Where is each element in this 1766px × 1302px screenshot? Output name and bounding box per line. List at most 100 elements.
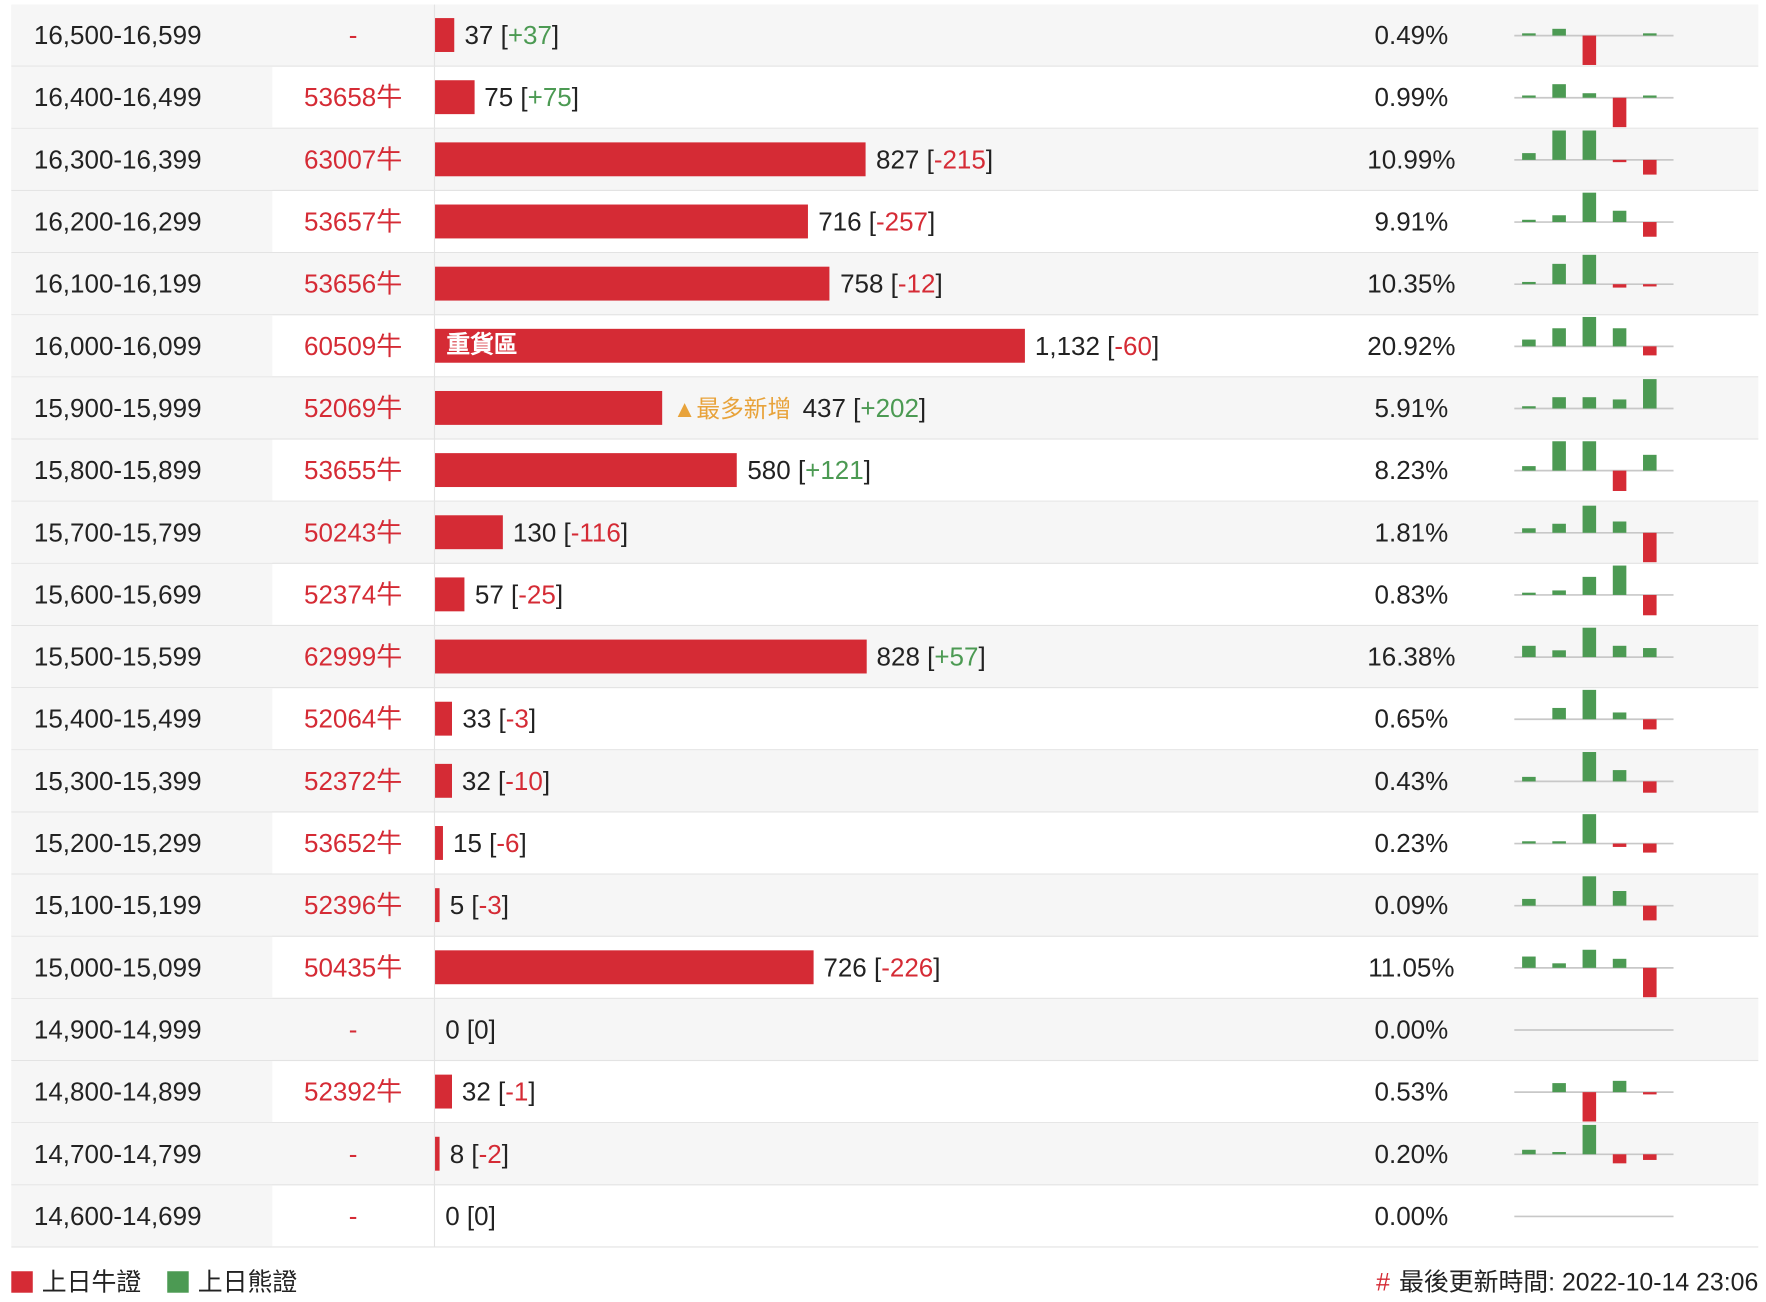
row: 15,000-15,099 50435牛 726 -226 11.05% <box>11 936 1759 999</box>
share: 20.92% <box>1367 331 1456 361</box>
open-interest: 15 <box>453 828 482 858</box>
trend-bar <box>1522 645 1536 658</box>
bar <box>435 204 809 239</box>
trend-bar <box>1643 95 1657 98</box>
bar <box>435 763 452 798</box>
change: -6 <box>489 828 527 857</box>
open-interest: 1,132 <box>1034 331 1100 361</box>
separator <box>433 563 436 627</box>
value-label: 580 +121 <box>747 440 871 501</box>
open-interest: 580 <box>747 455 791 485</box>
bar <box>435 577 465 612</box>
separator <box>433 66 436 129</box>
change: -2 <box>471 1139 509 1168</box>
trend-bar <box>1582 192 1597 223</box>
trend-bar <box>1643 159 1657 175</box>
change: +37 <box>501 20 560 49</box>
share: 0.20% <box>1374 1139 1449 1169</box>
legend-item: 上日牛證 <box>11 1263 141 1301</box>
range: 15,100-15,199 <box>11 874 273 936</box>
change: -226 <box>874 953 940 982</box>
value-label: 1,132 -60 <box>1035 315 1159 376</box>
sparkline <box>1514 1029 1674 1031</box>
trend-bar <box>1612 565 1627 595</box>
trend-bar <box>1552 841 1566 844</box>
trend-bar <box>1522 528 1536 533</box>
trend-bar <box>1612 843 1627 847</box>
trend-bar <box>1643 1092 1657 1095</box>
row: 15,300-15,399 52372牛 32 -10 0.43% <box>11 750 1759 813</box>
value-label: 758 -12 <box>840 253 943 314</box>
trend-bar <box>1582 949 1597 968</box>
range: 16,000-16,099 <box>11 315 273 377</box>
trend-bar <box>1552 707 1566 720</box>
trend-bar <box>1522 1149 1536 1155</box>
separator <box>433 936 436 999</box>
share: 0.65% <box>1374 703 1449 734</box>
bar <box>435 1074 452 1109</box>
share: 0.00% <box>1374 1014 1449 1045</box>
sparkline <box>1514 192 1674 237</box>
bar <box>435 142 866 177</box>
range: 14,800-14,899 <box>11 1061 273 1123</box>
sparkline <box>1514 949 1674 998</box>
separator <box>433 812 436 875</box>
row: 15,600-15,699 52374牛 57 -25 0.83% <box>11 563 1759 627</box>
range: 15,900-15,999 <box>11 377 273 439</box>
separator <box>433 688 436 751</box>
share: 5.91% <box>1374 393 1449 423</box>
trend-bar <box>1643 1154 1657 1160</box>
trend-bar <box>1643 532 1657 563</box>
tag: ▲最多新增 <box>672 396 792 423</box>
sparkline <box>1514 84 1674 128</box>
mark: # <box>1376 1267 1390 1297</box>
trend-bar <box>1582 752 1597 782</box>
trend-bar <box>1522 281 1536 285</box>
open-interest: 5 <box>449 890 465 920</box>
row: 14,600-14,699 - 0 0 0.00% <box>11 1185 1759 1248</box>
trend-bar <box>1643 648 1657 658</box>
open-interest: 726 <box>823 952 867 982</box>
trend-bar <box>1612 210 1627 223</box>
trend-bar <box>1552 650 1566 658</box>
trend-bar <box>1643 594 1657 616</box>
row: 16,000-16,099 60509牛 重貨區 1,132 -60 20.92% <box>11 315 1759 378</box>
bar <box>435 826 443 860</box>
separator <box>433 1123 436 1186</box>
trend-bar <box>1612 159 1627 163</box>
change: -116 <box>564 518 629 547</box>
separator <box>433 128 436 191</box>
trend-bar <box>1552 28 1566 36</box>
row: 16,300-16,399 63007牛 827 -215 10.99% <box>11 128 1759 191</box>
sparkline <box>1514 752 1674 793</box>
row: 16,500-16,599 - 37 +37 0.49% <box>11 4 1759 67</box>
value-label: 57 -25 <box>475 564 563 625</box>
row: 15,400-15,499 52064牛 33 -3 0.65% <box>11 688 1759 751</box>
share: 10.99% <box>1367 144 1456 175</box>
trend-bar <box>1643 719 1657 730</box>
row: 15,500-15,599 62999牛 828 +57 16.38% <box>11 626 1759 689</box>
trend-bar <box>1643 222 1657 237</box>
bar <box>435 639 867 674</box>
trend-bar <box>1612 891 1627 906</box>
code: 53657牛 <box>303 206 403 237</box>
trend-bar <box>1582 316 1597 347</box>
code: 53656牛 <box>303 268 403 299</box>
legend-swatch <box>11 1271 33 1293</box>
trend-bar <box>1522 339 1536 347</box>
share: 1.81% <box>1374 517 1449 547</box>
change: -1 <box>498 1077 536 1106</box>
code: 52069牛 <box>303 393 403 423</box>
trend-bar <box>1552 328 1566 347</box>
open-interest: 32 <box>461 766 491 796</box>
value-label: 32 -1 <box>462 1061 536 1122</box>
open-interest: 37 <box>464 20 494 50</box>
share: 8.23% <box>1374 455 1449 485</box>
code: 52396牛 <box>303 890 403 920</box>
value-label: 8 -2 <box>450 1123 509 1184</box>
change: 0 <box>467 1015 496 1044</box>
code: 53658牛 <box>303 82 403 112</box>
range: 15,000-15,099 <box>11 936 273 998</box>
row: 16,400-16,499 53658牛 75 +75 0.99% <box>11 66 1759 129</box>
range: 16,500-16,599 <box>11 4 273 66</box>
